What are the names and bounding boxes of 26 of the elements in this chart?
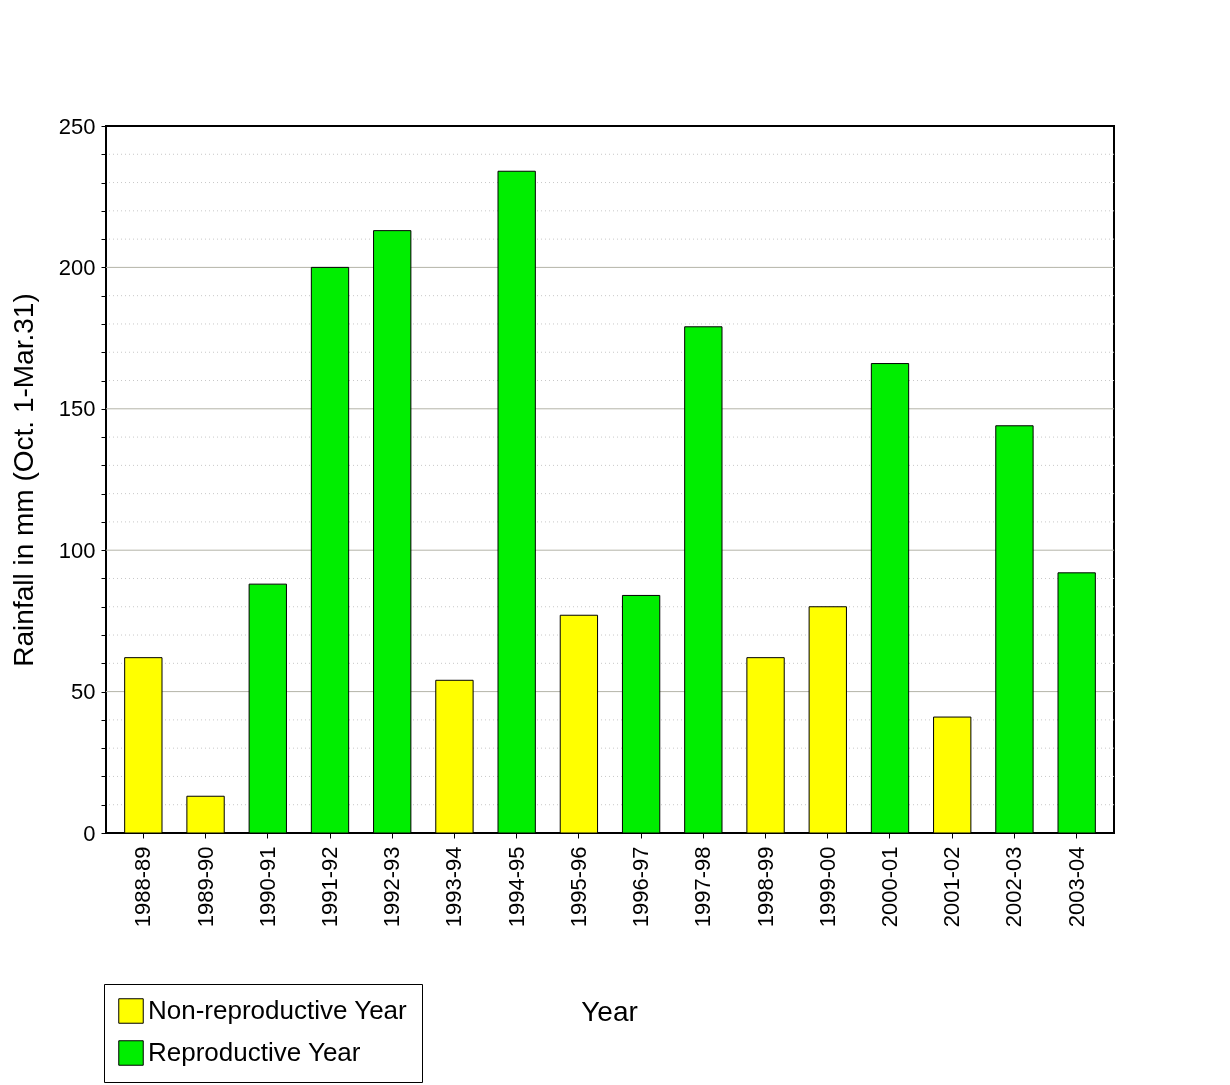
x-tick-label: 2000-01 [877,846,902,928]
x-tick-label: 1998-99 [752,846,778,928]
x-tick-label: 2003-04 [1063,846,1089,928]
y-tick-label: 100 [58,537,96,563]
x-tick-label: 1996-97 [628,846,654,928]
x-tick-label: 1988-89 [130,846,156,928]
x-tick-label: 1999-00 [814,846,840,928]
legend-label: Reproductive Year [148,1037,361,1067]
x-tick-label: 1992-93 [379,846,405,928]
x-tick-label: 2002-03 [1001,846,1027,928]
y-axis-title: Rainfall in mm (Oct. 1-Mar.31) [7,293,39,667]
y-tick-label: 150 [58,396,96,422]
x-tick-label: 1990-91 [254,846,280,928]
y-tick-label: 250 [58,113,96,139]
x-tick-label: 1994-95 [503,846,529,928]
x-tick-label: 2001-02 [939,846,965,928]
y-tick-label: 0 [83,820,96,846]
x-tick-label: 1997-98 [690,846,716,928]
y-tick-label: 50 [71,679,96,705]
legend-label: Non-reproductive Year [148,995,408,1025]
x-tick-label: 1991-92 [317,846,342,928]
x-tick-label: 1993-94 [441,846,467,928]
y-tick-label: 200 [58,254,96,280]
x-tick-label: 1989-90 [192,846,218,928]
x-axis-title: Year [581,995,638,1027]
x-tick-label: 1995-96 [565,846,591,928]
